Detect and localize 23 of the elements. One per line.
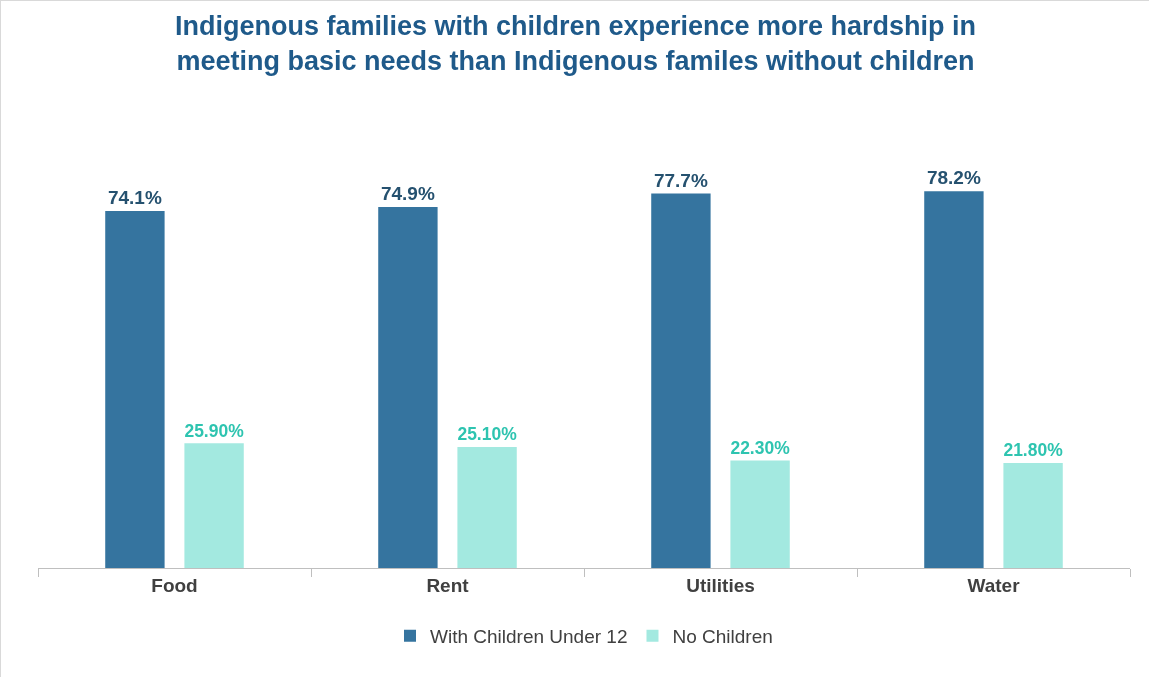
x-tick-label: Food — [151, 574, 198, 596]
bar — [924, 191, 984, 568]
legend-label: With Children Under 12 — [430, 626, 628, 648]
bar — [730, 460, 790, 568]
bar — [105, 210, 165, 568]
data-label: 22.30% — [730, 437, 791, 458]
legend-label: No Children — [672, 626, 773, 648]
bar — [184, 443, 244, 568]
bar — [378, 207, 438, 568]
x-tick-label: Rent — [426, 574, 470, 596]
chart-title: Indigenous families with children experience more hardship in meeting basic needs than Indigenous familes without children — [174, 10, 977, 76]
data-label: 77.7% — [653, 169, 708, 191]
data-label: 25.10% — [457, 424, 518, 445]
bar — [457, 447, 517, 568]
bar — [1003, 462, 1063, 568]
bar — [651, 193, 711, 568]
x-tick-label: Water — [967, 574, 1021, 596]
data-label: 74.1% — [107, 186, 162, 208]
data-label: 21.80% — [1003, 440, 1064, 461]
data-label: 74.9% — [380, 183, 435, 205]
x-tick-label: Utilities — [686, 574, 755, 596]
data-label: 78.2% — [926, 167, 981, 189]
data-label: 25.90% — [184, 420, 245, 441]
